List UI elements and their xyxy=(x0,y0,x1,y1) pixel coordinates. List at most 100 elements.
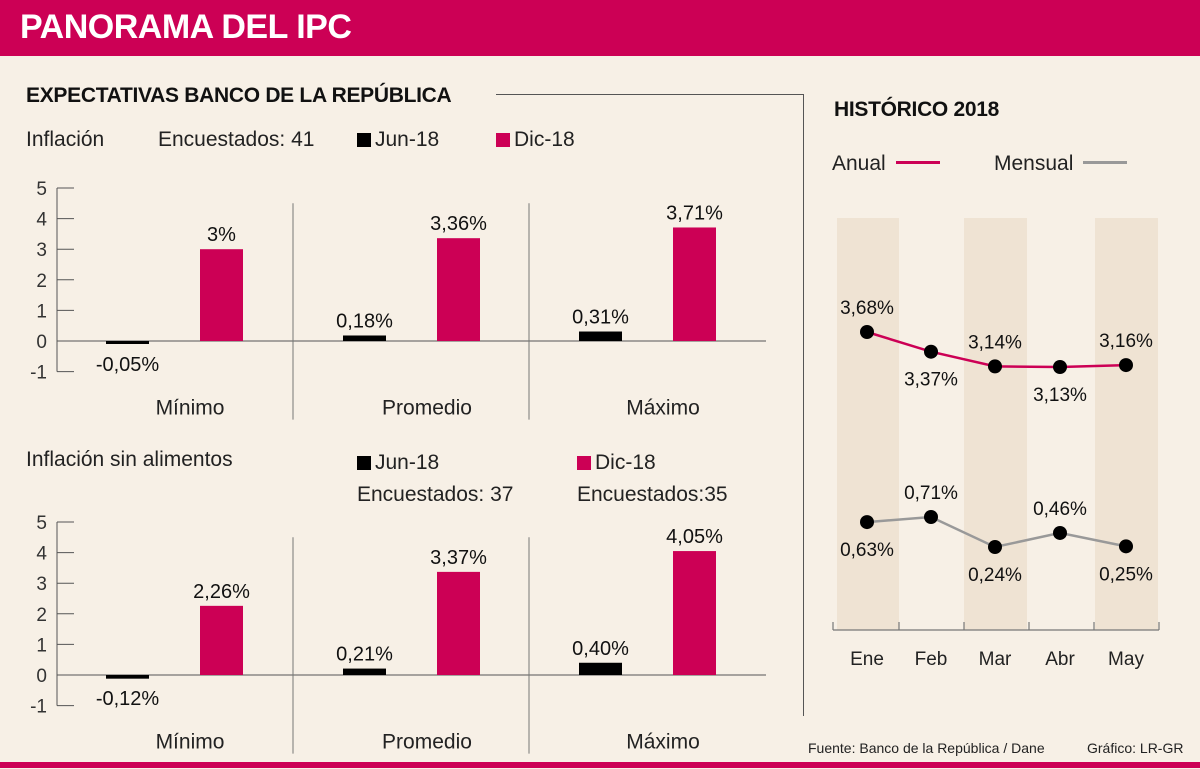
chart2-legend-jun: Jun-18 xyxy=(357,451,439,475)
legend-label: Dic-18 xyxy=(514,128,575,151)
point-value-label: 3,37% xyxy=(904,370,958,391)
data-point xyxy=(924,344,938,359)
historico-title: HISTÓRICO 2018 xyxy=(834,98,1000,121)
bar-dic-18 xyxy=(673,551,716,675)
legend-line-mensual xyxy=(1083,161,1128,164)
bar-value-label: 2,26% xyxy=(193,581,250,603)
point-value-label: 3,13% xyxy=(1033,385,1087,406)
y-tick-label: 0 xyxy=(36,666,47,687)
point-value-label: 0,63% xyxy=(840,540,894,561)
y-tick-label: 5 xyxy=(36,179,47,200)
header-banner: PANORAMA DEL IPC xyxy=(0,0,1200,56)
x-tick-label: Mar xyxy=(979,649,1012,670)
legend-label: Dic-18 xyxy=(595,451,656,474)
chart1-subtitle: Inflación xyxy=(26,128,105,151)
bar-value-label: -0,05% xyxy=(96,354,160,376)
chart2-subtitle: Inflación sin alimentos xyxy=(26,448,233,471)
y-tick-label: -1 xyxy=(30,363,47,384)
category-label: Mínimo xyxy=(156,731,225,754)
legend-label: Jun-18 xyxy=(375,128,440,151)
y-tick-label: 3 xyxy=(36,574,47,595)
y-tick-label: 5 xyxy=(36,513,47,534)
frame-right-line xyxy=(803,94,804,716)
column-band xyxy=(964,218,1027,630)
bar-value-label: 0,21% xyxy=(336,644,393,666)
category-label: Máximo xyxy=(626,731,700,754)
bar-dic-18 xyxy=(673,227,716,341)
bar-dic-18 xyxy=(200,605,243,675)
chart1-legend-jun: Jun-18 xyxy=(357,128,439,152)
chart2-respondents-dic: Encuestados:35 xyxy=(577,483,728,506)
y-tick-label: 2 xyxy=(36,605,47,626)
legend-label: Mensual xyxy=(994,152,1074,175)
bar-value-label: 3,37% xyxy=(430,547,487,569)
bar-jun-18 xyxy=(579,331,622,341)
chart1-respondents: Encuestados: 41 xyxy=(158,128,315,151)
frame-top-line xyxy=(496,94,804,95)
legend-label: Anual xyxy=(832,152,886,175)
x-tick-label: May xyxy=(1108,649,1144,670)
category-label: Mínimo xyxy=(156,397,225,420)
y-tick-label: 4 xyxy=(36,544,47,565)
point-value-label: 0,71% xyxy=(904,483,958,504)
data-point xyxy=(860,515,874,530)
data-point xyxy=(924,510,938,524)
category-label: Máximo xyxy=(626,397,700,420)
y-tick-label: -1 xyxy=(30,697,47,718)
point-value-label: 0,24% xyxy=(968,565,1022,586)
bar-value-label: 3,36% xyxy=(430,213,487,235)
x-tick-label: Ene xyxy=(850,649,884,670)
chart2-legend-dic: Dic-18 xyxy=(577,451,656,475)
category-label: Promedio xyxy=(382,397,472,420)
page-title: PANORAMA DEL IPC xyxy=(20,8,352,46)
footer-bar xyxy=(0,762,1200,768)
bar-jun-18 xyxy=(106,675,149,679)
data-point xyxy=(1119,358,1133,373)
bar-jun-18 xyxy=(343,668,386,675)
legend-swatch-jun xyxy=(357,133,371,147)
legend-anual: Anual xyxy=(832,152,940,176)
data-point xyxy=(1053,525,1067,540)
y-tick-label: 4 xyxy=(36,210,47,231)
x-tick-label: Feb xyxy=(915,649,948,670)
category-label: Promedio xyxy=(382,731,472,754)
data-point xyxy=(988,540,1002,554)
bar-jun-18 xyxy=(343,335,386,341)
legend-swatch-dic xyxy=(496,133,510,147)
data-point xyxy=(1053,360,1067,374)
bar-dic-18 xyxy=(200,249,243,341)
bar-value-label: 0,40% xyxy=(572,638,629,660)
bar-value-label: 0,31% xyxy=(572,307,629,329)
y-tick-label: 3 xyxy=(36,240,47,261)
bar-value-label: -0,12% xyxy=(96,688,160,710)
chart1-legend-dic: Dic-18 xyxy=(496,128,575,152)
expectations-title: EXPECTATIVAS BANCO DE LA REPÚBLICA xyxy=(26,84,452,107)
source-note: Fuente: Banco de la República / Dane xyxy=(808,740,1045,756)
x-tick-label: Abr xyxy=(1045,649,1075,670)
legend-label: Jun-18 xyxy=(375,451,440,474)
point-value-label: 0,46% xyxy=(1033,499,1087,520)
point-value-label: 3,68% xyxy=(840,298,894,319)
bar-dic-18 xyxy=(437,571,480,675)
point-value-label: 3,16% xyxy=(1099,331,1153,352)
y-tick-label: 0 xyxy=(36,332,47,353)
chart2-respondents-jun: Encuestados: 37 xyxy=(357,483,514,506)
y-tick-label: 1 xyxy=(36,301,47,322)
y-tick-label: 1 xyxy=(36,635,47,656)
point-value-label: 3,14% xyxy=(968,332,1022,353)
bar-value-label: 3% xyxy=(207,224,236,246)
legend-mensual: Mensual xyxy=(994,152,1128,176)
column-band xyxy=(1095,218,1158,630)
bar-value-label: 4,05% xyxy=(666,526,723,548)
point-value-label: 0,25% xyxy=(1099,564,1153,585)
data-point xyxy=(860,325,874,339)
y-tick-label: 2 xyxy=(36,271,47,292)
legend-swatch-dic xyxy=(577,456,591,470)
legend-swatch-jun xyxy=(357,456,371,470)
bar-jun-18 xyxy=(579,662,622,675)
bar-dic-18 xyxy=(437,238,480,341)
data-point xyxy=(988,359,1002,374)
bar-value-label: 0,18% xyxy=(336,310,393,332)
legend-line-anual xyxy=(895,161,940,164)
